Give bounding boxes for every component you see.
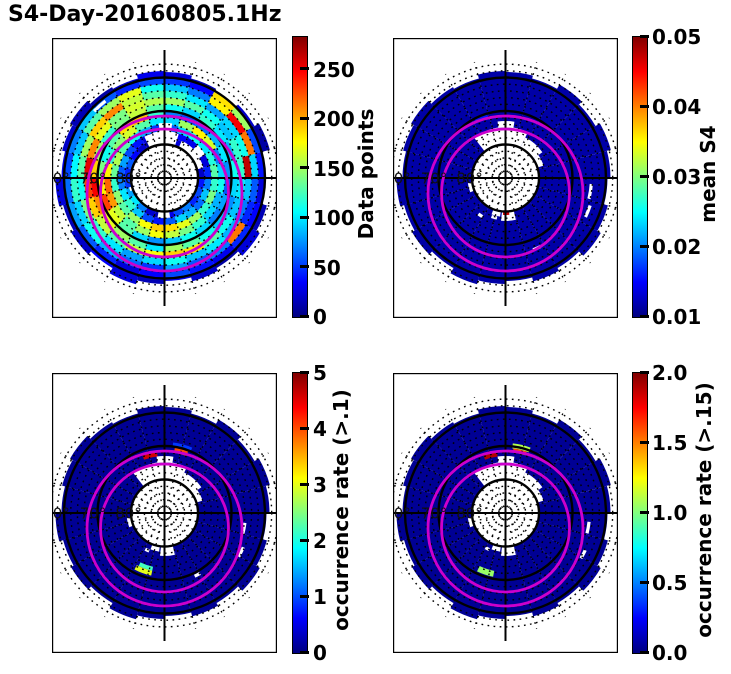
colorbar-tick-mark — [640, 244, 649, 248]
lat-label: 70° — [80, 170, 107, 188]
colorbar-tick-label: 0.01 — [652, 305, 702, 329]
colorbar-gradient — [292, 372, 308, 654]
colorbar-tick-label: 0.5 — [652, 571, 688, 595]
lat-label: 80° — [456, 170, 483, 188]
lat-label: 60° — [52, 170, 70, 188]
colorbar-tick-label: 4 — [313, 417, 327, 441]
colorbar-tick-mark — [640, 174, 649, 178]
polar-heatmap-panel-mean-s4: 60° 70° 80° — [393, 38, 618, 318]
polar-grid — [393, 50, 618, 306]
colorbar-tick-mark — [300, 265, 309, 269]
colorbar-tick-label: 250 — [313, 57, 355, 82]
colorbar-axis-label: Data points — [354, 108, 378, 240]
auroral-oval-contours — [85, 114, 244, 273]
colorbar-tick-label: 5 — [313, 361, 327, 385]
auroral-oval-contours — [85, 449, 244, 608]
polar-heatmap-panel-data-points: 60° 70° 80° — [52, 38, 277, 318]
colorbar-tick-mark — [300, 594, 309, 598]
colorbar-tick-mark — [300, 116, 309, 120]
colorbar-tick-label: 1.0 — [652, 501, 688, 525]
polar-heatmap-panel-occurrence-rate-gt-0.1: 60° 70° 80° — [52, 373, 277, 653]
colorbar-tick-label: 1.5 — [652, 431, 688, 455]
colorbar-tick-label: 50 — [313, 255, 341, 280]
colorbar-tick-mark — [640, 440, 649, 444]
lat-label: 70° — [421, 170, 448, 188]
lat-label: 80° — [456, 505, 483, 523]
figure-title: S4-Day-20160805.1Hz — [8, 2, 282, 27]
colorbar-axis-label: occurrence rate (>.1) — [329, 389, 353, 631]
colorbar-tick-mark — [640, 650, 649, 654]
lat-label: 80° — [115, 505, 142, 523]
colorbar-tick-label: 0.04 — [652, 95, 702, 119]
lat-label: 70° — [80, 505, 107, 523]
colorbar-tick-mark — [640, 370, 649, 374]
colorbar-tick-label: 0.0 — [652, 641, 688, 665]
latitude-labels: 60° 70° 80° — [393, 170, 483, 188]
colorbar-tick-label: 0.02 — [652, 235, 702, 259]
latitude-labels: 60° 70° 80° — [52, 505, 142, 523]
latitude-labels: 60° 70° 80° — [393, 505, 483, 523]
colorbar-tick-label: 100 — [313, 206, 355, 231]
lat-label: 80° — [115, 170, 142, 188]
colorbar-tick-label: 0.03 — [652, 165, 702, 189]
colorbar-tick-label: 150 — [313, 156, 355, 181]
polar-grid — [52, 385, 277, 641]
colorbar-axis-label: mean S4 — [696, 125, 720, 223]
colorbar-tick-mark — [300, 482, 309, 486]
colorbar-tick-mark — [300, 166, 309, 170]
colorbar-tick-label: 0 — [313, 305, 327, 329]
colorbar-tick-mark — [640, 314, 649, 318]
colorbar-tick-mark — [640, 510, 649, 514]
colorbar-tick-mark — [300, 215, 309, 219]
lat-label: 60° — [52, 505, 70, 523]
colorbar-tick-mark — [640, 34, 649, 38]
lat-label: 60° — [393, 505, 411, 523]
colorbar-tick-mark — [300, 314, 309, 318]
colorbar-axis-label: occurrence rate (>.15) — [692, 382, 716, 638]
colorbar-tick-label: 200 — [313, 107, 355, 132]
auroral-oval-contours — [426, 114, 585, 273]
colorbar-tick-mark — [300, 650, 309, 654]
colorbar-tick-label: 0 — [313, 641, 327, 665]
colorbar-tick-mark — [300, 426, 309, 430]
lat-label: 60° — [393, 170, 411, 188]
lat-label: 70° — [421, 505, 448, 523]
colorbar-tick-mark — [640, 580, 649, 584]
colorbar-tick-mark — [300, 67, 309, 71]
colorbar-tick-label: 1 — [313, 585, 327, 609]
colorbar-tick-label: 2 — [313, 529, 327, 553]
polar-heatmap-panel-occurrence-rate-gt-0.15: 60° 70° 80° — [393, 373, 618, 653]
colorbar-tick-mark — [640, 104, 649, 108]
colorbar-tick-label: 0.05 — [652, 25, 702, 49]
auroral-oval-contours — [426, 449, 585, 608]
colorbar-gradient — [292, 36, 308, 318]
heatmap-cells — [396, 406, 611, 620]
colorbar-tick-label: 2.0 — [652, 361, 688, 385]
colorbar-tick-label: 3 — [313, 473, 327, 497]
colorbar-tick-mark — [300, 538, 309, 542]
latitude-labels: 60° 70° 80° — [52, 170, 142, 188]
colorbar-tick-mark — [300, 370, 309, 374]
